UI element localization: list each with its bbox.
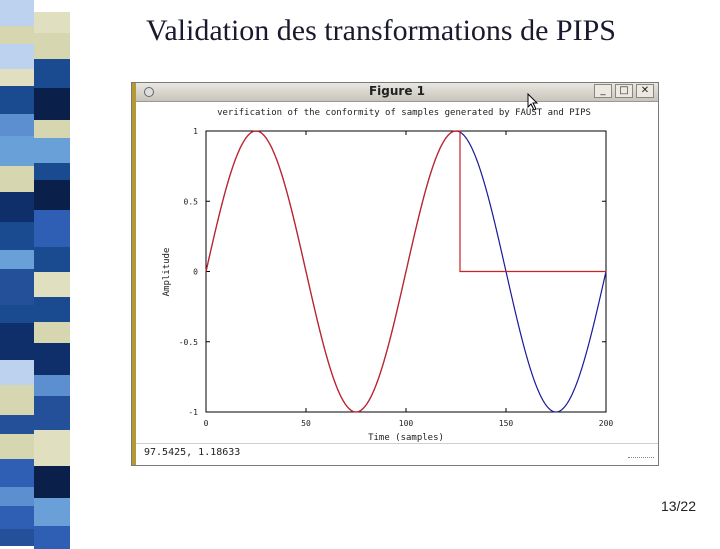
x-tick-label: 0 <box>204 419 209 428</box>
x-tick-label: 150 <box>499 419 514 428</box>
chart-title: verification of the conformity of sample… <box>217 108 591 118</box>
slide-title: Validation des transformations de PIPS <box>146 14 616 47</box>
plot-canvas[interactable]: verification of the conformity of sample… <box>136 102 658 446</box>
x-tick-label: 50 <box>301 419 311 428</box>
mouse-cursor-icon <box>527 93 539 111</box>
window-title: Figure 1 <box>368 84 426 98</box>
y-tick-label: 0 <box>193 268 198 277</box>
maximize-button[interactable]: □ <box>615 84 633 98</box>
close-button[interactable]: ✕ <box>636 84 654 98</box>
y-axis-label: Amplitude <box>162 248 172 297</box>
cursor-coordinates: 97.5425, 1.18633 <box>144 447 241 458</box>
y-tick-label: -1 <box>188 408 198 417</box>
y-tick-label: 1 <box>193 127 198 136</box>
window-edge <box>132 83 136 465</box>
window-menu-icon[interactable] <box>144 87 154 97</box>
y-tick-label: -0.5 <box>179 338 198 347</box>
line-chart: verification of the conformity of sample… <box>162 108 614 443</box>
status-bar: 97.5425, 1.18633 <box>136 443 658 465</box>
y-tick-label: 0.5 <box>184 197 199 206</box>
decorative-stripe <box>0 0 70 549</box>
x-tick-label: 100 <box>399 419 414 428</box>
minimize-button[interactable]: _ <box>594 84 612 98</box>
figure-window: Figure 1 _ □ ✕ verification of the confo… <box>131 82 659 466</box>
series-red-line <box>205 130 606 413</box>
x-axis-label: Time (samples) <box>368 433 444 443</box>
page-number: 13/22 <box>660 498 696 514</box>
window-titlebar[interactable]: Figure 1 _ □ ✕ <box>136 83 658 102</box>
resize-grip[interactable] <box>628 457 654 462</box>
x-tick-label: 200 <box>599 419 614 428</box>
